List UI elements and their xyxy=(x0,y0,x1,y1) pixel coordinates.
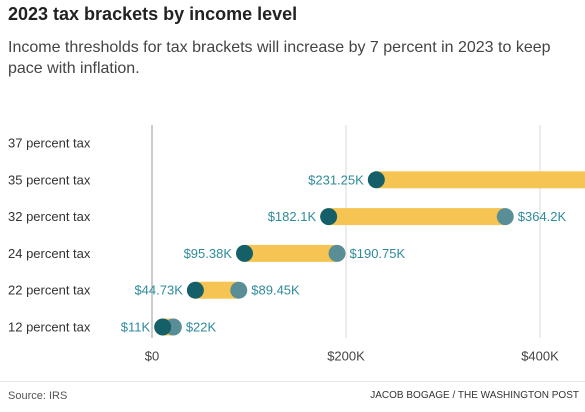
individual-point xyxy=(154,318,172,336)
category-label: 22 percent tax xyxy=(8,283,91,298)
individual-value-label: $44.73K xyxy=(134,283,183,298)
married-value-label: $89.45K xyxy=(251,283,300,298)
married-value-label: $190.75K xyxy=(350,246,406,261)
category-label: 12 percent tax xyxy=(8,320,91,335)
credit-line: JACOB BOGAGE / THE WASHINGTON POST xyxy=(370,390,579,401)
source-note: Source: IRS xyxy=(8,390,68,402)
range-bar xyxy=(376,171,585,189)
individual-value-label: $95.38K xyxy=(184,246,233,261)
individual-point xyxy=(186,281,204,299)
individual-value-label: $182.1K xyxy=(268,209,317,224)
married-point xyxy=(230,281,248,299)
category-label: 32 percent tax xyxy=(8,209,91,224)
category-label: 35 percent tax xyxy=(8,172,91,187)
range-bar xyxy=(244,244,338,262)
individual-point xyxy=(236,244,254,262)
individual-point xyxy=(320,208,338,226)
individual-point xyxy=(367,171,385,189)
footer-divider xyxy=(0,381,585,382)
category-label: 24 percent tax xyxy=(8,246,91,261)
x-tick-label: $400K xyxy=(521,349,559,364)
married-value-label: $22K xyxy=(186,320,217,335)
individual-value-label: $11K xyxy=(121,320,151,335)
range-bar xyxy=(328,208,506,226)
chart-subtitle: Income thresholds for tax brackets will … xyxy=(8,39,551,77)
range-bar xyxy=(195,281,239,299)
category-label: 37 percent tax xyxy=(8,136,91,151)
married-point xyxy=(328,244,346,262)
individual-value-label: $231.25K xyxy=(308,172,364,187)
x-tick-label: $0 xyxy=(145,349,159,364)
married-value-label: $364.2K xyxy=(518,209,567,224)
chart-title: 2023 tax brackets by income level xyxy=(8,4,298,24)
x-tick-label: $200K xyxy=(327,349,365,364)
married-point xyxy=(496,208,514,226)
